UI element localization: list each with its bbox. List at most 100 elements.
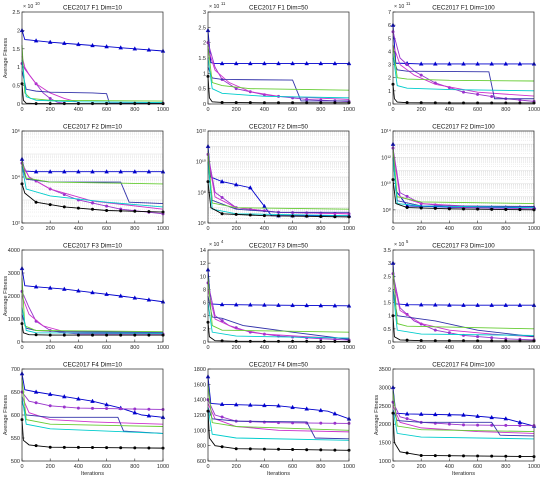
data-point <box>76 41 81 47</box>
x-tick-label: 200 <box>417 345 426 351</box>
x-tick-label: 0 <box>206 464 209 470</box>
series-line <box>21 165 164 208</box>
data-point <box>62 102 66 106</box>
chart-title: CEC2017 F2 Dim=10 <box>63 124 123 131</box>
x-tick-label: 200 <box>417 226 426 232</box>
axes-frame <box>207 130 350 224</box>
data-point <box>90 42 95 48</box>
x-axis-label: Iterations <box>81 471 104 477</box>
series-line <box>392 391 535 433</box>
data-point <box>419 73 423 77</box>
series-line <box>207 407 350 441</box>
y-tick-label: 10¹⁰ <box>381 181 392 188</box>
data-point <box>475 302 480 307</box>
x-tick-label: 800 <box>130 345 139 351</box>
data-point <box>146 169 152 174</box>
data-point <box>404 411 410 416</box>
chart-title: CEC2017 F4 Dim=50 <box>249 362 309 369</box>
plot-area <box>22 369 163 461</box>
data-point <box>248 61 253 66</box>
data-point <box>33 389 39 394</box>
y-tick-label: 0 <box>203 340 206 346</box>
data-point <box>62 405 66 409</box>
x-tick-label: 0 <box>391 107 394 113</box>
data-point <box>319 101 323 105</box>
data-point <box>504 423 508 427</box>
data-point <box>319 214 323 218</box>
x-tick-label: 0 <box>20 464 23 470</box>
y-tick-label: 0 <box>17 102 20 108</box>
y-tick-label: 1400 <box>194 398 206 404</box>
y-exponent-power: 11 <box>406 1 411 6</box>
data-point <box>48 333 52 337</box>
x-tick-label: 1000 <box>343 226 355 232</box>
series-line <box>21 63 65 104</box>
data-point <box>447 412 452 417</box>
y-tick-label: 600 <box>11 413 20 419</box>
data-point <box>133 209 137 213</box>
chart-title: CEC2017 F3 Dim=50 <box>249 243 309 250</box>
data-point <box>461 61 466 66</box>
data-point <box>489 414 494 420</box>
data-point <box>447 207 451 211</box>
chart-title: CEC2017 F2 Dim=100 <box>432 124 495 131</box>
y-tick-label: 1200 <box>194 413 206 419</box>
data-point <box>105 208 109 212</box>
series-line <box>21 59 164 103</box>
data-point <box>332 411 338 416</box>
x-tick-label: 0 <box>20 226 23 232</box>
plot-area <box>208 250 349 342</box>
data-point <box>119 446 123 450</box>
data-point <box>147 102 151 106</box>
chart-title: CEC2017 F1 Dim=10 <box>63 5 123 12</box>
x-tick-label: 200 <box>46 345 55 351</box>
x-tick-label: 1000 <box>157 226 169 232</box>
chart-panel: 0 1000 2000 3000 4000 0 200 400 600 800 1000 CEC201… <box>3 243 169 352</box>
chart-title: CEC2017 F3 Dim=100 <box>432 243 495 250</box>
y-tick-label: 5 <box>388 36 391 42</box>
y-tick-label: 1000 <box>8 317 20 323</box>
series-line <box>207 30 349 64</box>
x-tick-label: 0 <box>206 226 209 232</box>
data-point <box>220 445 224 449</box>
data-point <box>262 214 266 218</box>
data-point <box>147 210 151 214</box>
y-tick-label: 0 <box>203 102 206 108</box>
series-line <box>392 54 535 92</box>
data-point <box>517 61 523 66</box>
y-tick-label: 2500 <box>379 404 391 410</box>
data-point <box>90 169 95 174</box>
data-point <box>304 302 309 308</box>
data-point <box>291 214 295 218</box>
data-point <box>462 207 465 211</box>
x-tick-label: 400 <box>260 107 269 113</box>
x-tick-label: 400 <box>74 226 83 232</box>
data-point <box>133 446 137 450</box>
data-point <box>118 169 123 174</box>
x-tick-label: 1000 <box>528 107 540 113</box>
data-point <box>476 92 480 96</box>
data-point <box>76 206 80 210</box>
data-point <box>418 411 424 416</box>
y-tick-label: 3500 <box>379 367 391 373</box>
y-tick-label: 3.5 <box>383 248 391 254</box>
data-point <box>476 339 480 343</box>
chart-title: CEC2017 F4 Dim=100 <box>432 362 495 369</box>
data-point <box>290 61 295 66</box>
chart-panel: 0 0.5 1 1.5 2 2.5 3 0 200 400 600 800 1000 CEC2017 F1… <box>198 1 355 113</box>
y-tick-label: 10⁶ <box>12 128 20 135</box>
series-line <box>21 307 164 334</box>
x-tick-label: 200 <box>46 107 55 113</box>
data-point <box>147 333 151 337</box>
chart-panel: 10⁶ 10⁸ 10¹⁰ 10¹² 0 200 400 600 800 1000 CEC2017 F… <box>196 124 355 233</box>
chart-title: CEC2017 F1 Dim=50 <box>249 5 309 12</box>
y-exponent-base: × 10 <box>23 4 33 10</box>
y-tick-label: 800 <box>197 444 206 450</box>
series-line <box>21 83 163 105</box>
data-point <box>234 339 238 343</box>
y-tick-label: 1.5 <box>383 301 391 307</box>
y-tick-label: 10⁸ <box>383 207 391 214</box>
data-point <box>248 185 253 190</box>
data-point <box>105 333 109 337</box>
x-tick-label: 1000 <box>528 226 540 232</box>
